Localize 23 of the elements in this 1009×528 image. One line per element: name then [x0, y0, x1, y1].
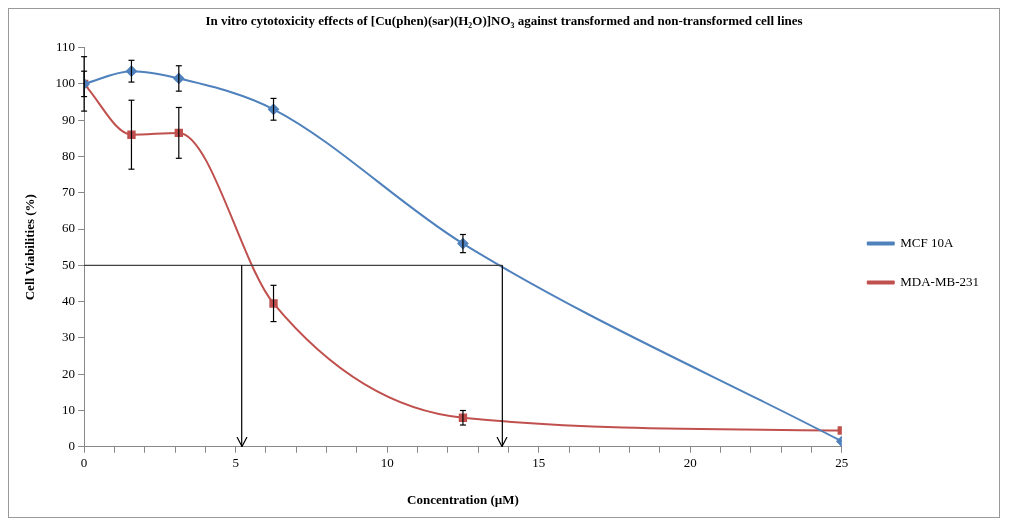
x-tick-label: 15: [532, 455, 546, 471]
x-tick-label: 25: [835, 455, 849, 471]
y-tick-label: 0: [68, 438, 76, 454]
y-tick-label: 90: [62, 111, 76, 127]
y-tick-label: 60: [62, 220, 76, 236]
x-axis-title: Concentration (µM): [407, 491, 519, 507]
y-tick-label: 40: [62, 293, 76, 309]
legend-label: MCF 10A: [900, 234, 954, 250]
chart-title: In vitro cytotoxicity effects of [Cu(phen)(sar)(H₂O)]NO₃ against transformed and non-transformed cell lines: [205, 13, 803, 29]
y-tick-label: 30: [62, 329, 76, 345]
x-tick-label: 10: [380, 455, 394, 471]
y-axis-title: Cell Viabilities (%): [22, 194, 38, 301]
y-tick-label: 70: [62, 184, 76, 200]
y-tick-label: 80: [62, 147, 76, 163]
x-tick-label: 20: [683, 455, 697, 471]
legend-label: MDA-MB-231: [900, 273, 980, 289]
x-tick-label: 5: [232, 455, 239, 471]
x-tick-label: 0: [80, 455, 88, 471]
y-tick-label: 110: [56, 39, 76, 55]
y-tick-label: 100: [55, 75, 76, 91]
y-tick-label: 50: [62, 256, 76, 272]
y-tick-label: 10: [62, 401, 76, 417]
y-tick-label: 20: [62, 365, 76, 381]
